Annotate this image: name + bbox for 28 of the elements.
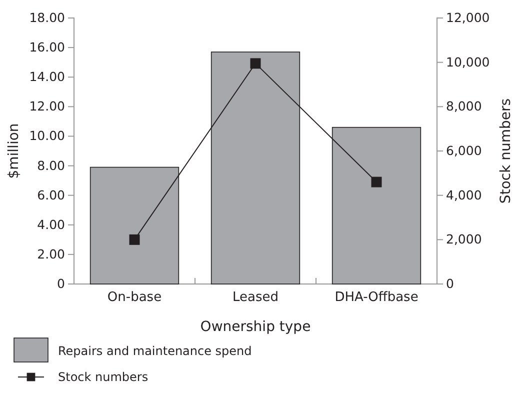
point	[250, 58, 261, 69]
x-tick-label: DHA-Offbase	[334, 290, 418, 305]
x-tick-label: On-base	[107, 290, 162, 305]
y2-tick-label: 0	[446, 276, 454, 291]
x-axis-title: Ownership type	[200, 319, 311, 335]
y2-tick-label: 6,000	[446, 143, 482, 158]
y2-axis-title: Stock numbers	[498, 98, 514, 204]
point	[129, 234, 140, 245]
y-tick-label: 6.00	[37, 187, 66, 202]
y-tick-label: 12.00	[29, 98, 66, 114]
y-tick-label: 18.00	[29, 10, 66, 25]
x-tick-label: Leased	[232, 290, 279, 305]
y-tick-label: 16.00	[29, 40, 66, 55]
y-tick-label: 8.00	[37, 158, 66, 173]
legend-label: Repairs and maintenance spend	[58, 344, 252, 358]
y-tick-label: 4.00	[37, 216, 66, 232]
y2-tick-label: 10,000	[446, 54, 490, 70]
y2-tick-label: 4,000	[446, 187, 482, 202]
legend-label: Stock numbers	[58, 370, 148, 384]
y2-tick-label: 12,000	[446, 10, 490, 25]
point	[371, 176, 382, 188]
y2-tick-label: 8,000	[446, 98, 482, 114]
y-axis-title: $million	[6, 123, 22, 179]
y-tick-label: 10.00	[29, 128, 66, 144]
y2-tick-label: 2,000	[446, 232, 482, 247]
y-tick-label: 2.00	[37, 246, 66, 262]
y-tick-label: 0	[57, 276, 66, 291]
y-tick-label: 14.00	[29, 69, 66, 84]
